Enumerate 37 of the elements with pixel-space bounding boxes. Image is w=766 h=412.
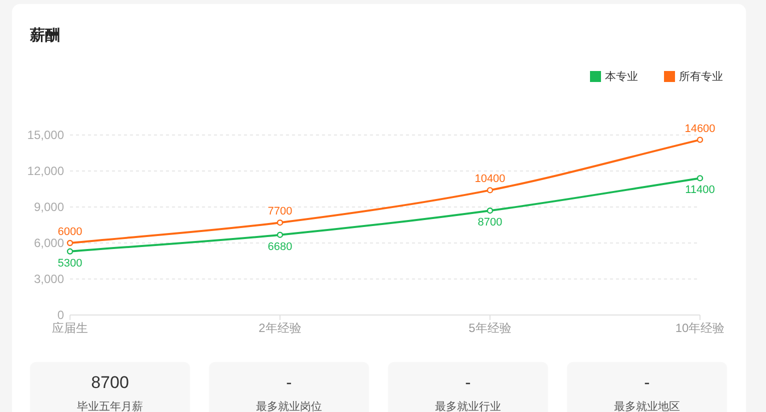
text: - — [465, 373, 471, 392]
y-tick-label: 12,000 — [27, 164, 64, 178]
legend-label: 所有专业 — [679, 70, 723, 83]
y-tick-label: 15,000 — [27, 128, 64, 142]
text: 8700 — [91, 373, 129, 392]
point — [66, 240, 74, 246]
x-tick-label: 5年经验 — [468, 321, 512, 335]
point — [276, 232, 284, 238]
x-tick-label: 2年经验 — [258, 321, 302, 335]
legend-label: 本专业 — [605, 70, 638, 83]
x-tick-label: 应届生 — [52, 321, 88, 335]
point — [276, 220, 284, 226]
data-label: 7700 — [268, 206, 292, 218]
text: 最多就业行业 — [435, 400, 501, 412]
data-label: 5300 — [58, 257, 82, 270]
text: 毕业五年月薪 — [77, 400, 143, 412]
point — [486, 187, 494, 194]
y-tick-label: 6,000 — [34, 236, 64, 250]
text: - — [286, 373, 292, 392]
y-tick-label: 9,000 — [34, 200, 64, 214]
data-label: 10400 — [474, 173, 506, 186]
y-tick-label: 3,000 — [34, 272, 64, 286]
data-label: 6680 — [268, 240, 292, 253]
x-tick-label: 10年经验 — [675, 321, 725, 335]
point — [696, 136, 704, 143]
text: 最多就业地区 — [614, 400, 680, 412]
text: - — [644, 373, 650, 392]
point — [486, 208, 494, 214]
data-label: 14600 — [684, 122, 716, 135]
data-label: 11400 — [685, 184, 715, 196]
chart-title: 薪酬 — [29, 27, 60, 44]
point — [696, 175, 704, 182]
data-label: 6000 — [58, 226, 82, 238]
y-tick-label: 0 — [57, 308, 64, 322]
point — [66, 248, 74, 254]
data-label: 8700 — [478, 216, 502, 229]
text: 最多就业岗位 — [256, 400, 322, 412]
